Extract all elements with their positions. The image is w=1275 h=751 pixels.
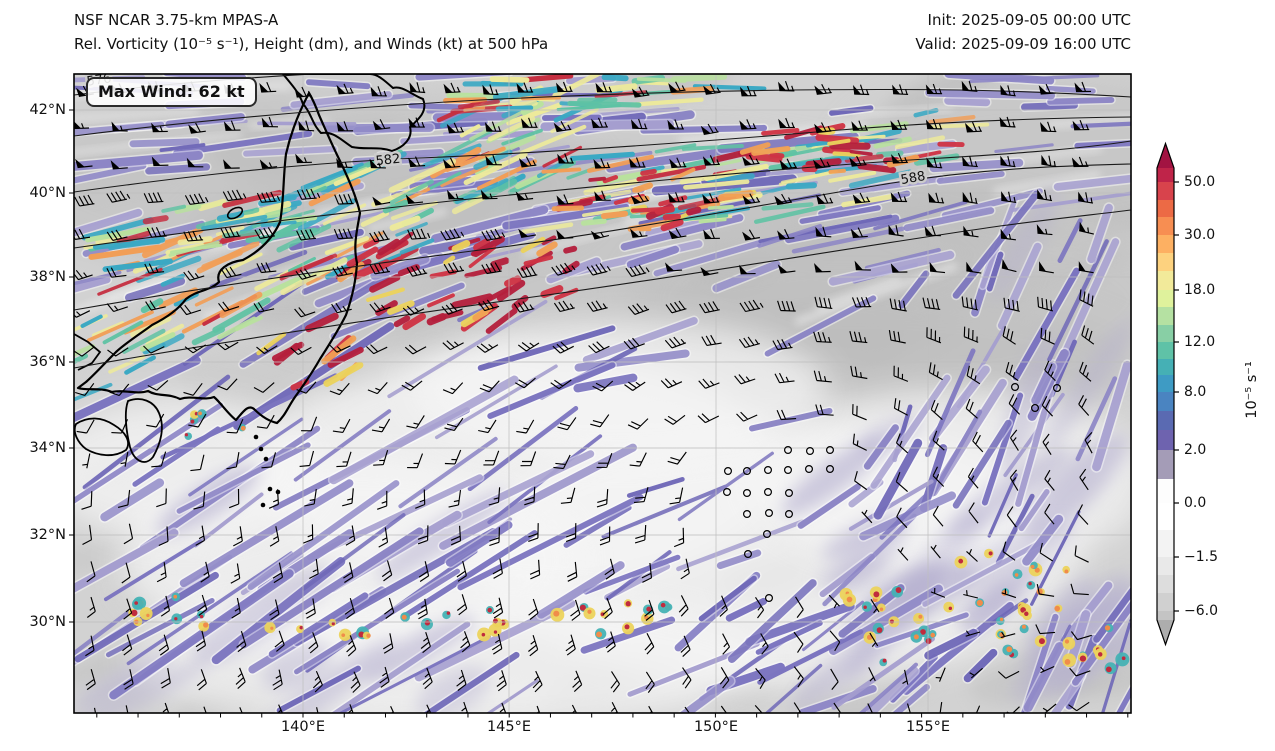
colorbar-tick-label: 18.0	[1184, 282, 1216, 298]
page-title: NSF NCAR 3.75-km MPAS-A	[74, 11, 279, 29]
valid-timestamp: Valid: 2025-09-09 16:00 UTC	[915, 35, 1131, 53]
colorbar	[1156, 141, 1179, 647]
colorbar-tick-label: 2.0	[1184, 442, 1207, 458]
y-tick-label: 40°N	[29, 185, 66, 201]
calm-wind-circles	[722, 383, 1061, 602]
y-tick-label: 34°N	[29, 440, 66, 456]
colorbar-tick-label: 30.0	[1184, 227, 1216, 243]
graticule-layer	[74, 74, 1131, 713]
page-subtitle: Rel. Vorticity (10⁻⁵ s⁻¹), Height (dm), …	[74, 35, 549, 53]
x-tick-label: 150°E	[693, 719, 739, 735]
y-tick-label: 38°N	[29, 269, 66, 285]
colorbar-gradient	[1157, 143, 1174, 645]
colorbar-tick-label: −1.5	[1184, 549, 1218, 565]
init-timestamp: Init: 2025-09-05 00:00 UTC	[927, 11, 1131, 29]
y-tick-label: 30°N	[29, 614, 66, 630]
max-wind-badge: Max Wind: 62 kt	[86, 77, 257, 107]
y-tick-label: 36°N	[29, 354, 66, 370]
axes-frame	[69, 73, 1132, 718]
y-tick-label: 42°N	[29, 102, 66, 118]
colorbar-tick-label: −6.0	[1184, 603, 1218, 619]
colorbar-unit-label: 10⁻⁵ s⁻¹	[1244, 361, 1260, 419]
colorbar-tick-label: 12.0	[1184, 334, 1216, 350]
colorbar-tick-label: 0.0	[1184, 495, 1207, 511]
y-tick-label: 32°N	[29, 527, 66, 543]
x-tick-label: 145°E	[486, 719, 532, 735]
map-plot-area: 576582588	[74, 74, 1131, 713]
x-tick-label: 155°E	[905, 719, 951, 735]
colorbar-tick-label: 50.0	[1184, 174, 1216, 190]
convective-speckles	[128, 409, 1130, 675]
contour-label: 582	[375, 152, 401, 170]
jet-vorticity-streaks	[74, 74, 990, 402]
colorbar-tick-label: 8.0	[1184, 384, 1207, 400]
x-tick-label: 140°E	[280, 719, 326, 735]
